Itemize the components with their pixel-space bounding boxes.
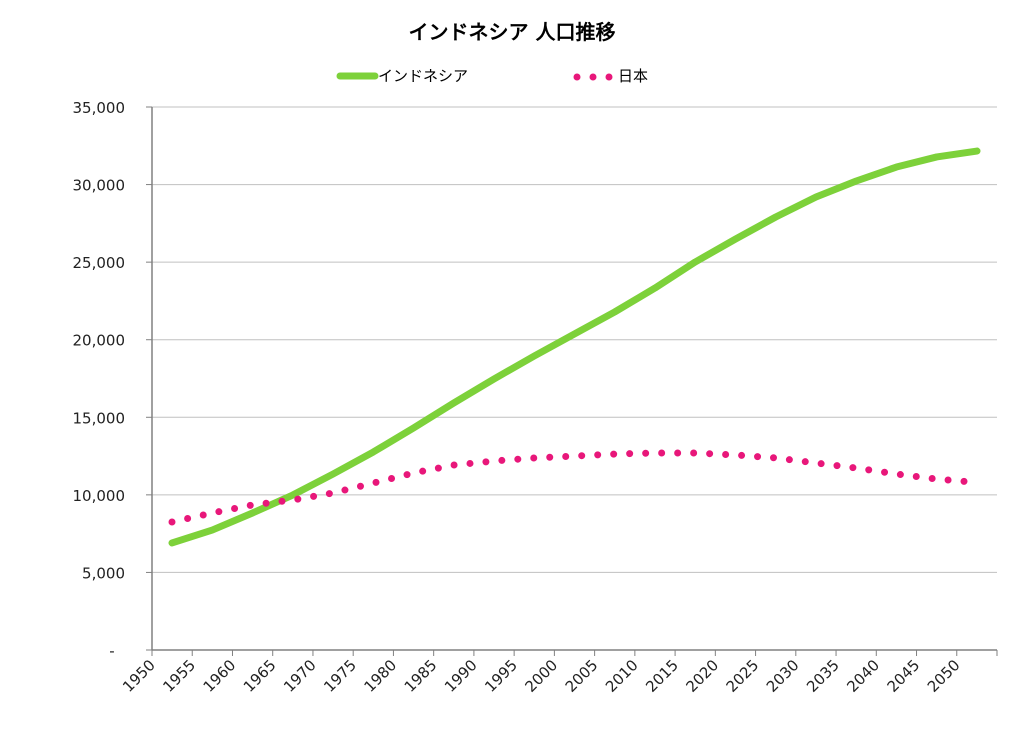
x-tick-label: 1995 [481, 656, 521, 696]
x-tick-label: 1985 [401, 656, 441, 696]
y-tick-label: 15,000 [73, 409, 126, 427]
series-line-indonesia [168, 147, 981, 547]
x-tick-label: 1980 [361, 656, 401, 696]
y-tick-label: 20,000 [73, 332, 126, 350]
x-tick-label: 2005 [562, 656, 602, 696]
x-tick-label: 2015 [642, 656, 682, 696]
x-tick-label: 2035 [803, 656, 843, 696]
x-tick-label: 1960 [200, 656, 240, 696]
chart-title: インドネシア 人口推移 [409, 20, 616, 44]
x-tick-label: 2040 [843, 656, 883, 696]
axes: - 5,000 10,000 15,000 20,000 25,000 30,000 35,0… [73, 99, 998, 696]
y-tick-label: - [109, 642, 114, 660]
x-tick-label: 1955 [159, 656, 199, 696]
y-tick-label: 35,000 [73, 99, 126, 117]
legend-label-indonesia: インドネシア [378, 67, 468, 85]
x-tick-label: 1990 [441, 656, 481, 696]
x-tick-label: 2030 [763, 656, 803, 696]
x-tick-label: 2045 [884, 656, 924, 696]
y-tick-label: 10,000 [73, 487, 126, 505]
x-tick-label: 1965 [240, 656, 280, 696]
x-tick-label: 1975 [320, 656, 360, 696]
y-tick-label: 25,000 [73, 254, 126, 272]
x-tick-label: 1970 [280, 656, 320, 696]
series-line-japan [168, 449, 981, 526]
x-tick-label: 2010 [602, 656, 642, 696]
y-tick-label: 30,000 [73, 177, 126, 195]
legend-label-japan: 日本 [618, 67, 648, 85]
x-tick-label: 1950 [119, 656, 159, 696]
x-tick-label: 2025 [723, 656, 763, 696]
x-tick-label: 2000 [521, 656, 561, 696]
y-tick-label: 5,000 [82, 564, 125, 582]
x-tick-label: 2020 [682, 656, 722, 696]
series-group [168, 147, 981, 547]
x-tick-label: 2050 [924, 656, 964, 696]
legend: インドネシア 日本 [336, 67, 648, 85]
